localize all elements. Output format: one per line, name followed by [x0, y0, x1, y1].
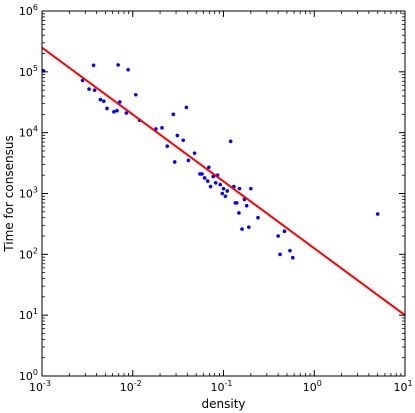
- data-point-5: [98, 97, 103, 102]
- x-axis-label: density: [202, 397, 246, 411]
- data-point-24: [186, 158, 191, 163]
- data-point-44: [237, 186, 242, 191]
- y-tick-label-0: 100: [19, 368, 38, 383]
- data-point-20: [172, 160, 177, 164]
- data-point-48: [244, 203, 249, 208]
- y-tick-label-4: 104: [19, 125, 38, 140]
- x-tick-label-0: 10-3: [29, 379, 51, 394]
- data-point-17: [160, 126, 164, 130]
- plot-marks: [41, 46, 405, 316]
- data-point-22: [181, 138, 186, 143]
- data-point-18: [165, 144, 170, 148]
- x-tick-label-1: 10-2: [120, 379, 142, 394]
- data-point-2: [87, 87, 91, 91]
- data-point-4: [92, 88, 97, 92]
- data-point-12: [124, 111, 129, 115]
- y-tick-label-2: 102: [19, 246, 38, 261]
- data-point-14: [133, 92, 138, 97]
- data-point-33: [213, 180, 218, 185]
- data-point-38: [223, 194, 228, 199]
- data-point-1: [80, 78, 85, 83]
- data-point-11: [118, 100, 122, 104]
- data-point-30: [207, 165, 211, 170]
- x-tick-label-2: 10-1: [211, 379, 233, 394]
- data-point-31: [208, 184, 213, 189]
- data-point-50: [249, 186, 253, 191]
- y-axis-label: Time for consensus: [2, 135, 16, 252]
- data-point-27: [200, 172, 204, 176]
- data-point-25: [192, 151, 197, 155]
- data-point-8: [112, 110, 116, 114]
- data-point-21: [175, 133, 180, 138]
- data-point-39: [225, 189, 230, 193]
- data-point-6: [102, 99, 106, 103]
- data-point-45: [237, 211, 241, 215]
- data-point-49: [247, 225, 251, 229]
- data-point-54: [282, 229, 287, 233]
- data-point-9: [115, 108, 119, 113]
- data-point-3: [91, 63, 96, 68]
- data-point-37: [221, 186, 226, 191]
- data-point-35: [218, 182, 223, 187]
- data-point-56: [290, 255, 295, 260]
- y-tick-label-6: 106: [19, 3, 38, 18]
- data-point-40: [228, 139, 233, 144]
- data-point-46: [240, 227, 244, 231]
- data-point-51: [256, 215, 260, 220]
- data-point-55: [288, 248, 292, 253]
- y-tick-label-1: 101: [19, 307, 38, 322]
- data-point-29: [205, 179, 210, 183]
- y-tick-label-3: 103: [19, 186, 38, 201]
- data-point-52: [276, 234, 280, 238]
- data-point-19: [171, 112, 176, 117]
- fit-line: [42, 46, 405, 316]
- x-tick-label-4: 101: [393, 379, 412, 394]
- data-point-10: [116, 63, 120, 67]
- data-point-43: [234, 201, 239, 205]
- data-point-28: [202, 176, 207, 180]
- data-point-23: [184, 105, 189, 110]
- data-point-57: [375, 212, 380, 216]
- axis-ticks: 10-3 10-2 10-1 100 101 100 101 102 103 104 105 106: [19, 3, 413, 394]
- y-tick-label-5: 105: [19, 64, 38, 79]
- data-point-7: [105, 106, 109, 111]
- data-point-53: [278, 252, 282, 257]
- data-point-13: [126, 68, 130, 72]
- data-point-36: [220, 191, 225, 196]
- x-tick-label-3: 100: [303, 379, 322, 394]
